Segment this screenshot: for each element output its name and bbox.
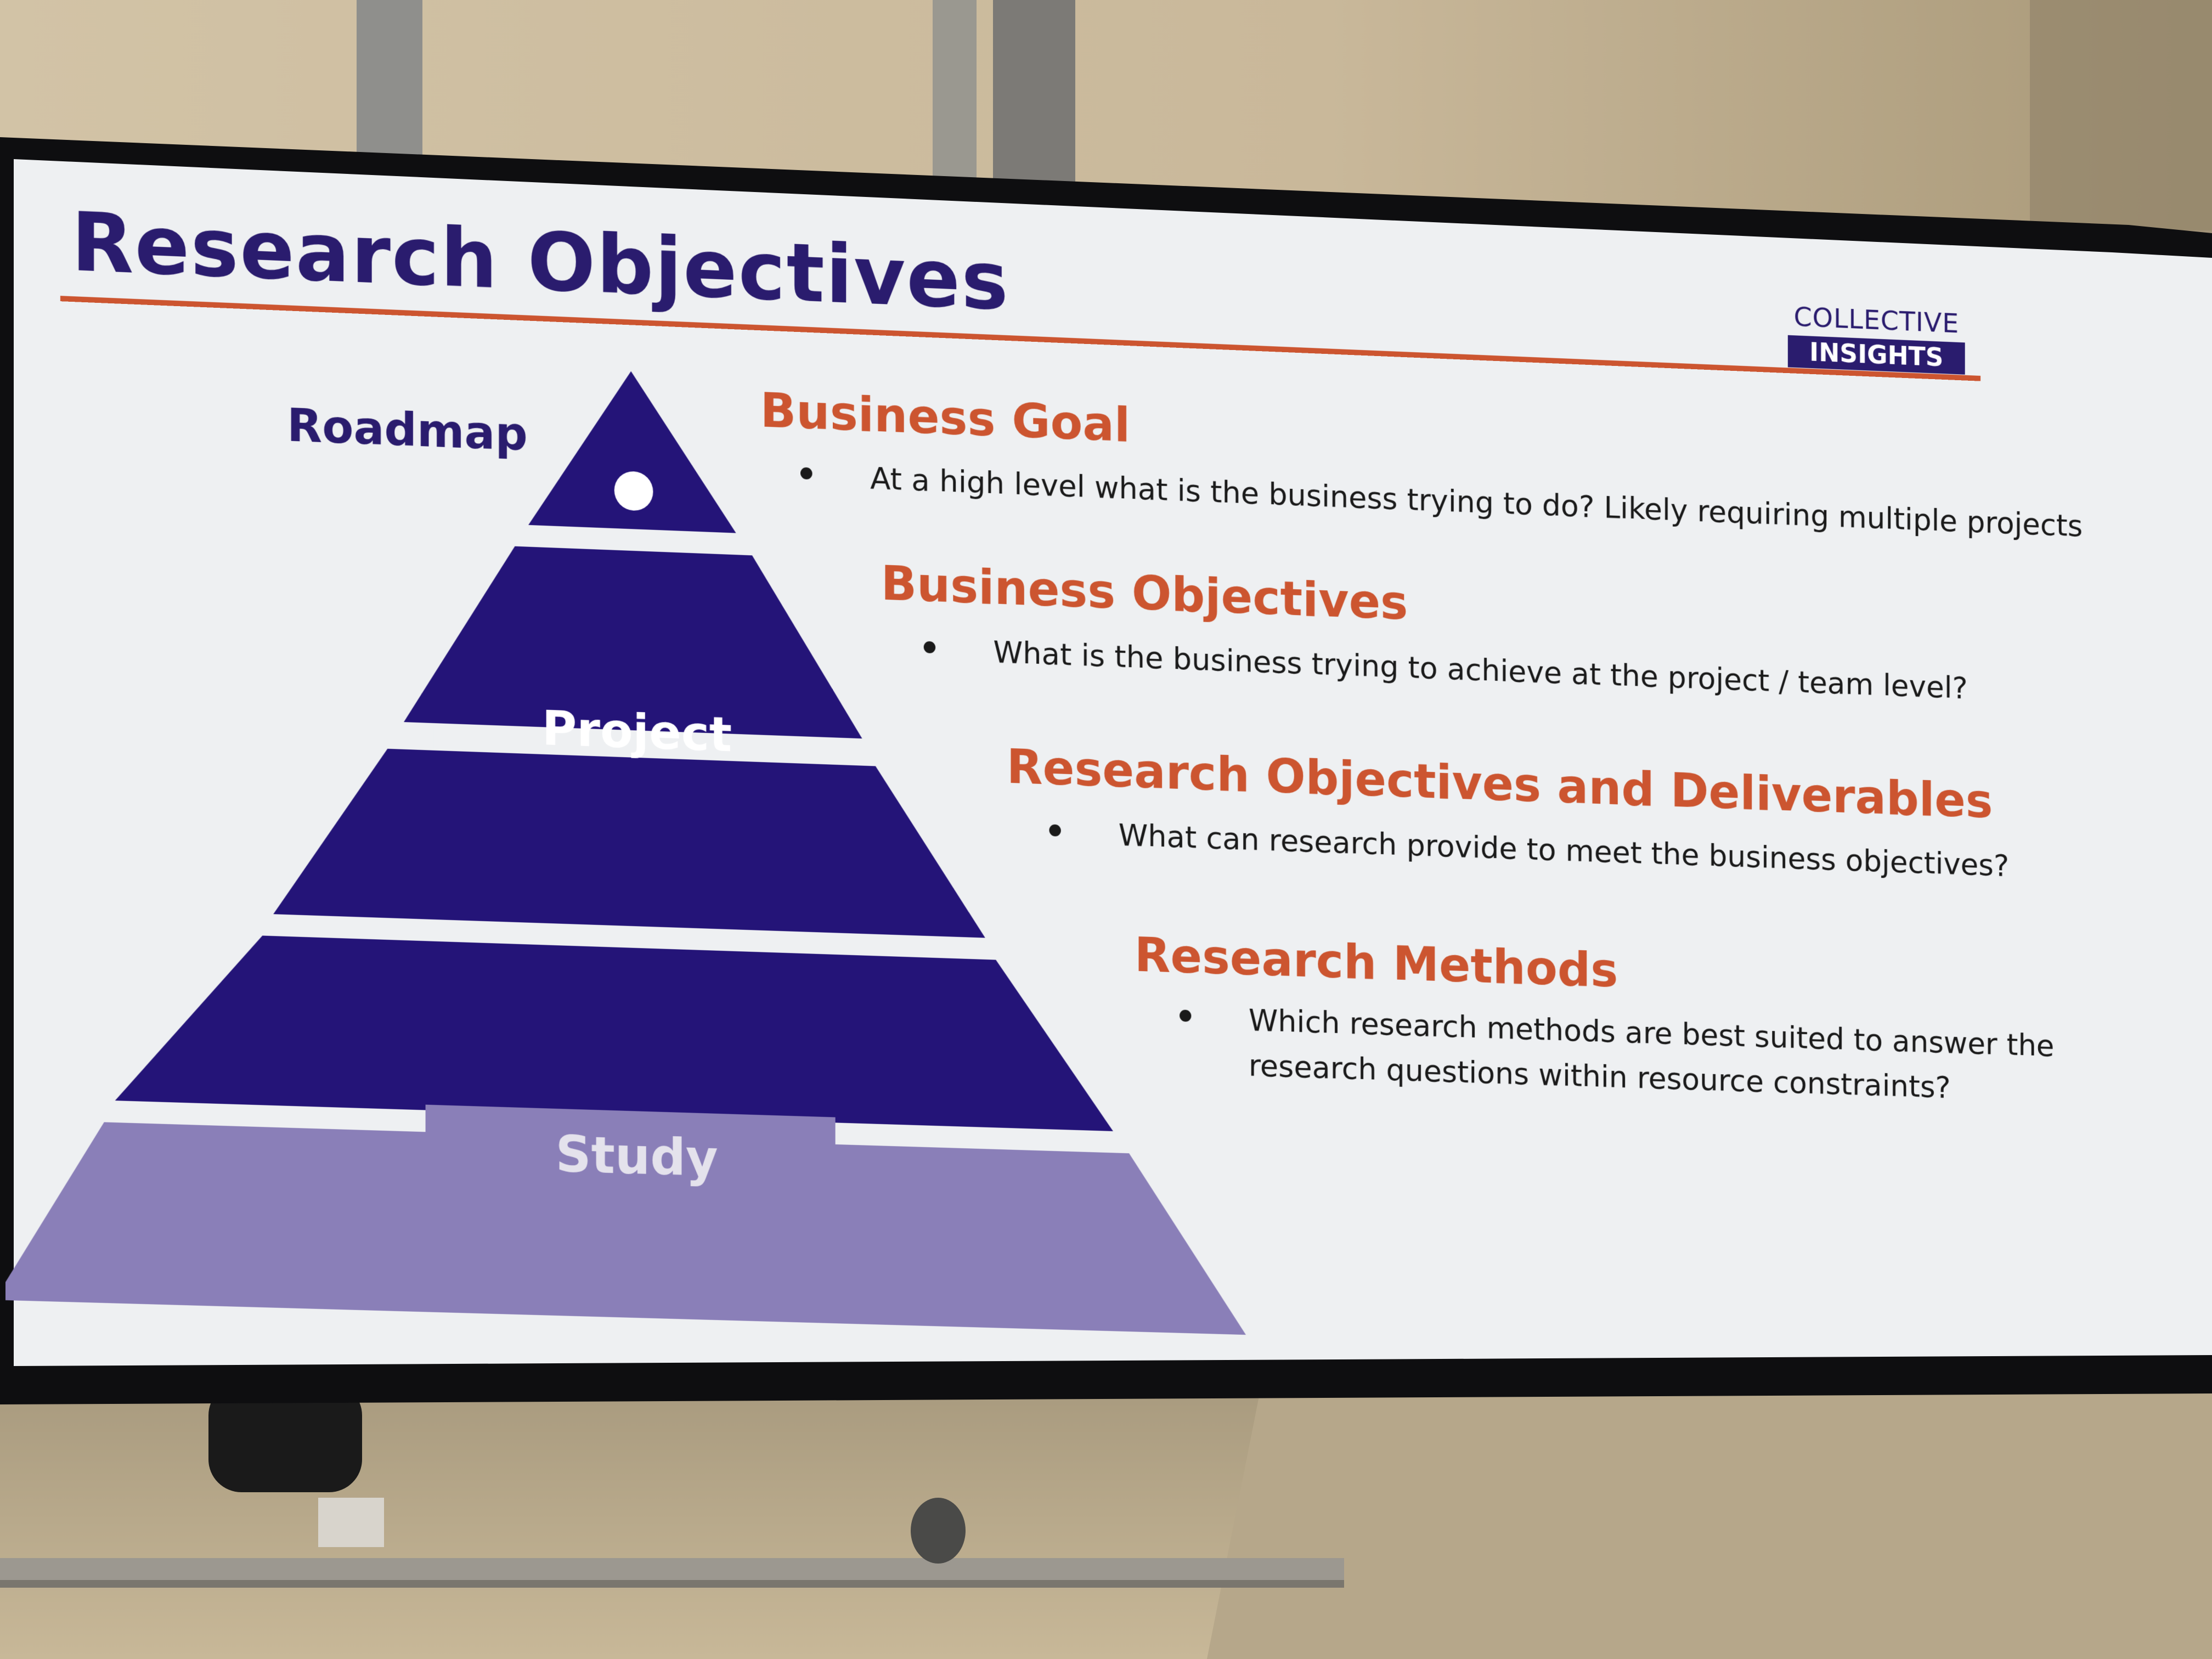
pyramid-tier-research-objectives bbox=[273, 744, 985, 938]
section-bullet-research-methods: Which research methods are best suited t… bbox=[1249, 998, 2035, 1113]
security-camera bbox=[911, 1498, 966, 1564]
collective-insights-logo: COLLECTIVE INSIGHTS bbox=[1788, 301, 1965, 374]
bullet-dot-icon bbox=[1180, 1009, 1191, 1022]
bullet-dot-icon bbox=[800, 467, 812, 480]
pyramid-label-study: Study bbox=[555, 1125, 718, 1188]
pyramid-tier-research-methods bbox=[115, 931, 1113, 1131]
bullet-dot-icon bbox=[1049, 824, 1060, 836]
logo-line-1: COLLECTIVE bbox=[1788, 301, 1965, 339]
slide: Research Objectives COLLECTIVE INSIGHTS … bbox=[5, 159, 2022, 1399]
pyramid-label-project: Project bbox=[542, 700, 732, 763]
cable-tray bbox=[0, 1558, 1344, 1580]
bullet-dot-icon bbox=[924, 641, 935, 654]
ceiling-pole-left bbox=[357, 0, 422, 165]
pyramid-label-roadmap: Roadmap bbox=[287, 398, 528, 461]
ceiling-pole-right bbox=[993, 0, 1075, 187]
